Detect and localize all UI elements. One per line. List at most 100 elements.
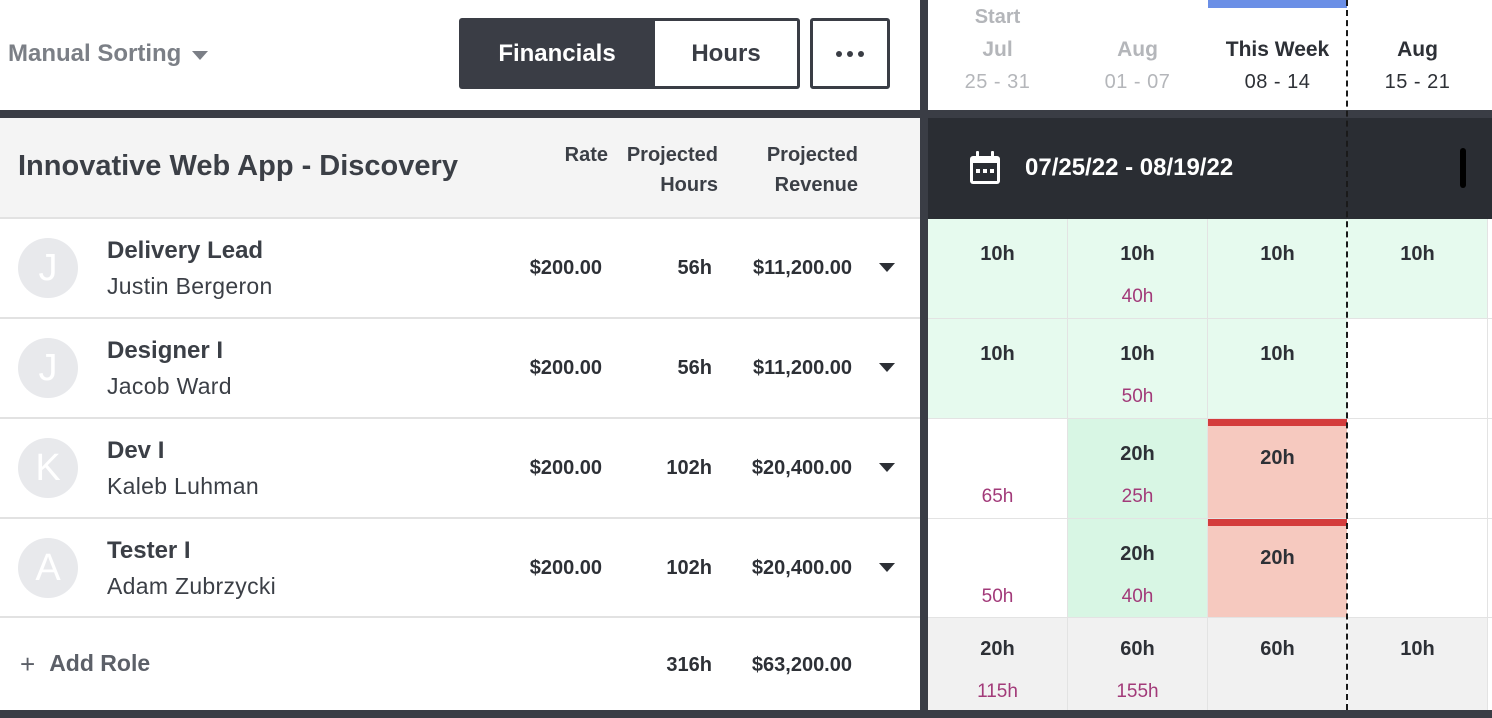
projected-revenue-value: $11,200.00 xyxy=(753,257,852,279)
schedule-cell-over-allocated[interactable]: 20h xyxy=(1208,419,1347,519)
schedule-cell[interactable]: 65h xyxy=(928,419,1067,519)
week-hours: 20h xyxy=(1120,543,1155,565)
grid-line xyxy=(928,518,1492,519)
projected-revenue-value: $20,400.00 xyxy=(751,557,852,579)
hours-toggle-button[interactable]: Hours xyxy=(655,21,797,86)
grid-line xyxy=(1207,219,1208,710)
week-hours: 10h xyxy=(1260,243,1295,265)
week-month: Aug xyxy=(1397,38,1438,61)
total-projected-hours: 316h xyxy=(666,654,712,676)
divider xyxy=(928,110,1492,118)
view-toggle: Financials Hours xyxy=(459,18,800,89)
rate-value: $200.00 xyxy=(529,457,602,479)
pane-divider[interactable] xyxy=(920,0,928,718)
schedule-cell[interactable]: 50h xyxy=(928,519,1067,618)
schedule-cell[interactable]: 10h xyxy=(1208,319,1347,419)
week-month: Aug xyxy=(1117,38,1158,61)
calendar-icon xyxy=(970,151,1000,184)
grid-line xyxy=(928,418,1492,419)
role-row[interactable]: A Tester I Adam Zubrzycki $200.00 102h $… xyxy=(0,519,920,618)
over-allocation-indicator xyxy=(1208,419,1347,426)
week-range: 25 - 31 xyxy=(964,71,1031,93)
cumulative-total-hours: 155h xyxy=(1116,681,1159,702)
week-hours: 10h xyxy=(1120,343,1155,365)
cumulative-hours: 50h xyxy=(981,586,1014,607)
week-header[interactable]: Aug 01 - 07 xyxy=(1068,0,1207,110)
person-name[interactable]: Kaleb Luhman xyxy=(107,473,259,499)
week-hours: 20h xyxy=(1260,547,1295,569)
expand-row-chevron-icon[interactable] xyxy=(879,463,895,472)
expand-row-chevron-icon[interactable] xyxy=(879,363,895,372)
more-icon xyxy=(836,50,842,57)
schedule-cell[interactable] xyxy=(1348,519,1487,618)
role-name: Delivery Lead xyxy=(107,237,264,264)
total-cell: 60h xyxy=(1208,618,1347,710)
schedule-cell[interactable] xyxy=(1348,319,1487,419)
schedule-cell[interactable]: 10h xyxy=(1208,219,1347,319)
week-range: 15 - 21 xyxy=(1384,71,1451,93)
expand-row-chevron-icon[interactable] xyxy=(879,563,895,572)
schedule-cell[interactable] xyxy=(1348,419,1487,519)
role-row[interactable]: K Dev I Kaleb Luhman $200.00 102h $20,40… xyxy=(0,419,920,519)
rate-column-header: Rate xyxy=(564,144,608,166)
schedule-cell[interactable]: 20h 25h xyxy=(1068,419,1207,519)
total-projected-revenue: $63,200.00 xyxy=(751,654,852,676)
week-header[interactable]: Start Jul 25 - 31 xyxy=(928,0,1067,110)
person-name[interactable]: Jacob Ward xyxy=(107,373,232,399)
schedule-cell[interactable]: 10h xyxy=(928,319,1067,419)
cumulative-hours: 50h xyxy=(1121,386,1154,407)
expand-row-chevron-icon[interactable] xyxy=(879,263,895,272)
projected-revenue-value: $11,200.00 xyxy=(753,357,852,379)
role-name: Dev I xyxy=(107,437,165,464)
sorting-dropdown[interactable]: Manual Sorting xyxy=(8,38,209,70)
avatar: J xyxy=(18,338,78,398)
date-range-picker[interactable]: 07/25/22 - 08/19/22 xyxy=(928,118,1492,219)
week-hours: 10h xyxy=(980,343,1015,365)
role-row[interactable]: J Delivery Lead Justin Bergeron $200.00 … xyxy=(0,219,920,319)
total-cell: 60h 155h xyxy=(1068,618,1207,710)
schedule-cell[interactable]: 10h xyxy=(1348,219,1487,319)
financials-toggle-button[interactable]: Financials xyxy=(498,39,616,67)
projected-hours-value: 56h xyxy=(677,257,712,279)
rate-value: $200.00 xyxy=(529,557,602,579)
project-header: Innovative Web App - Discovery Rate Proj… xyxy=(0,118,920,219)
avatar: J xyxy=(18,238,78,298)
projected-hours-header-line2: Hours xyxy=(660,174,718,196)
avatar: A xyxy=(18,538,78,598)
week-header-current[interactable]: This Week 08 - 14 xyxy=(1208,0,1347,110)
more-options-button[interactable] xyxy=(810,18,890,89)
add-role-label: Add Role xyxy=(49,650,151,676)
schedule-cell[interactable]: 10h 40h xyxy=(1068,219,1207,319)
scrollbar[interactable] xyxy=(1460,148,1466,188)
projected-hours-column-header: Projected Hours xyxy=(627,140,718,200)
cumulative-hours: 65h xyxy=(981,486,1014,507)
person-name[interactable]: Justin Bergeron xyxy=(107,273,273,299)
divider xyxy=(0,110,920,118)
grid-line xyxy=(1067,219,1068,710)
role-row[interactable]: J Designer I Jacob Ward $200.00 56h $11,… xyxy=(0,319,920,419)
current-week-indicator xyxy=(1208,0,1347,8)
week-header[interactable]: Aug 15 - 21 xyxy=(1348,0,1487,110)
cumulative-hours: 40h xyxy=(1121,286,1154,307)
schedule-cell[interactable]: 20h 40h xyxy=(1068,519,1207,618)
plus-icon: + xyxy=(20,648,36,679)
week-month: This Week xyxy=(1225,38,1330,61)
person-name[interactable]: Adam Zubrzycki xyxy=(107,573,277,599)
rate-value: $200.00 xyxy=(529,257,602,279)
chevron-down-icon xyxy=(192,51,209,60)
role-name: Designer I xyxy=(107,337,224,364)
bottom-border xyxy=(0,710,1492,718)
week-hours: 10h xyxy=(1400,243,1435,265)
projected-hours-value: 102h xyxy=(666,457,712,479)
week-month: Jul xyxy=(982,38,1013,61)
week-hours: 20h xyxy=(1120,443,1155,465)
role-name: Tester I xyxy=(107,537,191,564)
projected-revenue-column-header: Projected Revenue xyxy=(767,140,858,200)
schedule-cell[interactable]: 10h xyxy=(928,219,1067,319)
add-role-button[interactable]: + Add Role xyxy=(20,650,150,677)
week-total-hours: 60h xyxy=(1260,638,1295,660)
week-total-hours: 10h xyxy=(1400,638,1435,660)
schedule-cell-over-allocated[interactable]: 20h xyxy=(1208,519,1347,618)
schedule-cell[interactable]: 10h 50h xyxy=(1068,319,1207,419)
grid-line xyxy=(928,318,1492,319)
